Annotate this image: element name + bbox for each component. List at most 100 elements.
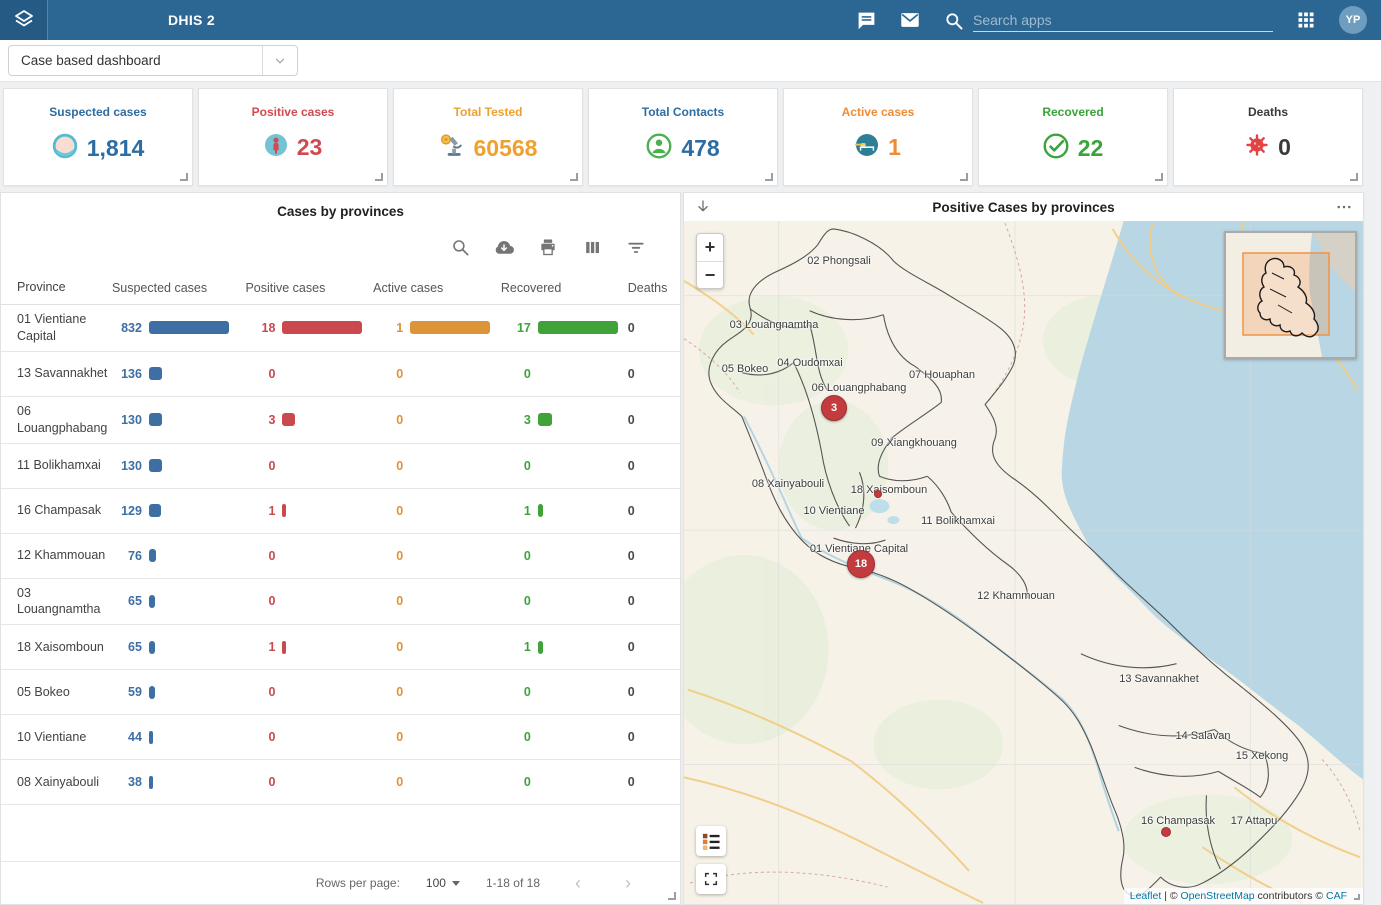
value-cell: 0 [245,367,373,381]
print-icon[interactable] [538,237,558,257]
value-cell: 0 [501,685,622,699]
zoom-out-button[interactable]: − [697,261,723,288]
map-canvas[interactable]: 02 Phongsali03 Louangnamtha04 Oudomxai05… [684,221,1363,904]
openstreetmap-link[interactable]: OpenStreetMap [1181,890,1255,902]
table-row[interactable]: 12 Khammouan760000 [1,534,680,579]
value-cell: 0 [373,367,501,381]
caf-link[interactable]: CAF [1326,890,1347,902]
deaths-cell: 0 [622,367,680,381]
value-bar [149,504,161,517]
column-header[interactable]: Recovered [501,281,622,295]
value-cell: 59 [112,685,246,699]
search-apps-input[interactable] [973,8,1273,32]
value-bar [538,321,618,334]
value-bar [282,413,295,426]
table-row[interactable]: 06 Louangphabang1303030 [1,397,680,444]
stat-card: Total Contacts478 [588,88,778,186]
value-bar [149,641,155,654]
table-row[interactable]: 13 Savannakhet1360000 [1,352,680,397]
download-icon[interactable] [494,237,514,257]
stat-card-value: 1 [888,134,901,161]
pagination-range: 1-18 of 18 [486,876,540,890]
value-cell: 0 [373,594,501,608]
table-row[interactable]: 08 Xainyabouli380000 [1,760,680,805]
value-cell: 38 [112,775,246,789]
column-header[interactable]: Deaths [622,281,680,295]
message-icon[interactable] [855,9,877,31]
province-name: 06 Louangphabang [1,397,112,443]
columns-icon[interactable] [582,237,602,257]
resize-handle[interactable] [180,173,188,181]
value-cell: 17 [501,321,622,335]
table-row[interactable]: 10 Vientiane440000 [1,715,680,760]
value-cell: 1 [501,504,622,518]
stat-card-value: 23 [297,134,323,161]
overview-minimap[interactable] [1224,231,1357,359]
value-cell: 0 [501,367,622,381]
value-cell: 0 [373,549,501,563]
value-cell: 0 [373,459,501,473]
table-row[interactable]: 18 Xaisomboun651010 [1,625,680,670]
previous-page-button[interactable]: ‹ [566,871,590,895]
suspected-face-icon [52,133,78,164]
deaths-cell: 0 [622,730,680,744]
value-cell: 0 [501,775,622,789]
table-body: 01 Vientiane Capital83218117013 Savannak… [1,305,680,805]
next-page-button[interactable]: › [616,871,640,895]
table-row[interactable]: 01 Vientiane Capital832181170 [1,305,680,352]
rows-per-page-select[interactable]: 100 [426,876,460,890]
apps-grid-icon[interactable] [1295,9,1317,31]
value-cell: 0 [501,549,622,563]
province-name: 01 Vientiane Capital [1,305,112,351]
table-row[interactable]: 16 Champasak1291010 [1,489,680,534]
stat-card: Deaths0 [1173,88,1363,186]
zoom-in-button[interactable]: + [697,234,723,261]
case-cluster-marker[interactable]: 3 [821,395,847,421]
resize-handle[interactable] [960,173,968,181]
stat-card-title: Total Tested [454,105,523,119]
resize-handle[interactable] [1354,894,1360,900]
stat-card: Suspected cases1,814 [3,88,193,186]
fullscreen-icon[interactable] [696,864,726,894]
filter-icon[interactable] [626,237,646,257]
table-row[interactable]: 03 Louangnamtha650000 [1,579,680,626]
virus-icon [1245,133,1269,162]
resize-handle[interactable] [1155,173,1163,181]
value-bar [282,504,286,517]
legend-layers-button[interactable] [696,826,726,856]
resize-handle[interactable] [765,173,773,181]
dashboard-selector[interactable]: Case based dashboard [8,45,298,76]
value-bar [149,731,153,744]
case-point-marker[interactable] [1161,827,1171,837]
email-icon[interactable] [899,9,921,31]
search-icon[interactable] [943,10,965,32]
more-options-icon[interactable] [1313,198,1353,216]
stat-card-title: Suspected cases [49,105,146,119]
resize-handle[interactable] [375,173,383,181]
user-avatar[interactable]: YP [1339,6,1367,34]
app-header: DHIS 2 YP [0,0,1381,40]
app-title: DHIS 2 [168,12,215,28]
resize-handle[interactable] [1350,173,1358,181]
case-point-marker[interactable] [874,490,882,498]
search-icon[interactable] [450,237,470,257]
resize-handle[interactable] [570,173,578,181]
resize-handle[interactable] [668,892,676,900]
dhis2-logo[interactable] [0,0,48,40]
table-row[interactable]: 11 Bolikhamxai1300000 [1,444,680,489]
column-header[interactable]: Suspected cases [112,281,246,295]
value-cell: 1 [373,321,501,335]
column-header[interactable]: Province [1,279,112,296]
leaflet-link[interactable]: Leaflet [1130,890,1162,902]
column-header[interactable]: Active cases [373,281,501,295]
case-cluster-marker[interactable]: 18 [847,550,875,578]
province-name: 12 Khammouan [1,541,112,570]
value-cell: 0 [245,594,373,608]
value-cell: 0 [245,685,373,699]
download-arrow-icon[interactable] [694,198,734,216]
stat-card-title: Total Contacts [642,105,724,119]
dashboard-bar: Case based dashboard [0,40,1381,82]
table-row[interactable]: 05 Bokeo590000 [1,670,680,715]
column-header[interactable]: Positive cases [245,281,373,295]
stat-cards-row: Suspected cases1,814Positive cases23Tota… [0,82,1381,186]
